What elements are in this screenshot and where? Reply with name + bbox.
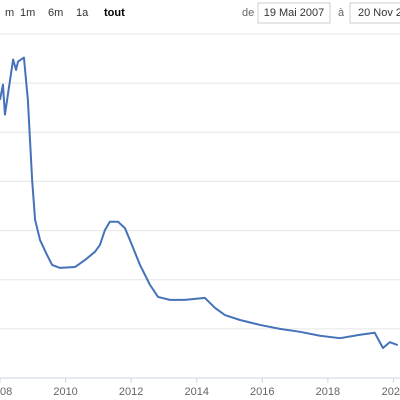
range-button[interactable]: tout [104, 7, 125, 19]
from-label: de [242, 7, 254, 19]
toolbar: m 1m 6m 1a tout de 19 Mai 2007 à 20 Nov 20 [5, 2, 400, 24]
x-axis: 08 2010 2012 2014 2016 2018 202 [0, 378, 400, 398]
line-series [0, 56, 399, 350]
range-button[interactable]: m [5, 7, 14, 19]
x-tick-label: 2012 [119, 386, 143, 398]
from-input[interactable] [257, 2, 331, 24]
from-date: 19 Mai 2007 [264, 7, 325, 19]
x-tick-label: 2018 [316, 386, 340, 398]
to-label: à [338, 7, 345, 19]
x-tick-label: 2010 [53, 386, 77, 398]
grid [0, 33, 400, 379]
range-button[interactable]: 1a [76, 7, 89, 19]
x-tick-label: 202 [382, 386, 400, 398]
plot [0, 56, 399, 350]
to-input[interactable] [349, 2, 400, 24]
x-tick-label: 08 [0, 386, 12, 398]
to-date: 20 Nov 20 [358, 7, 400, 19]
range-button[interactable]: 6m [48, 7, 63, 19]
range-button[interactable]: 1m [20, 7, 35, 19]
x-tick-label: 2016 [250, 386, 274, 398]
x-tick-label: 2014 [184, 386, 208, 398]
